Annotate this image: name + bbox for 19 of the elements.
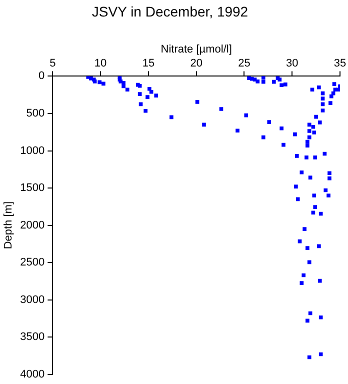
y-tick-label: 2000 — [20, 219, 45, 232]
y-tick-label: 0 — [38, 70, 45, 82]
x-tick-label: 10 — [94, 58, 107, 70]
x-tick-label: 15 — [142, 58, 155, 70]
y-tick-label: 2500 — [20, 256, 45, 269]
y-tick-label: 3000 — [20, 294, 45, 306]
x-tick-label: 35 — [334, 58, 346, 70]
x-tick-label: 20 — [190, 58, 202, 70]
x-axis-title: Nitrate [µmol/l] — [160, 43, 232, 56]
y-tick-label: 4000 — [20, 368, 45, 380]
y-axis-title: Depth [m] — [2, 201, 15, 250]
y-tick-label: 3500 — [20, 331, 45, 344]
x-tick-label: 25 — [238, 58, 250, 70]
x-tick-label: 30 — [286, 58, 298, 70]
y-tick-label: 1500 — [20, 182, 45, 194]
x-tick-label: 5 — [50, 58, 56, 70]
y-tick-label: 500 — [26, 108, 45, 120]
chart-title: JSVY in December, 1992 — [92, 3, 248, 20]
y-tick-label: 1000 — [20, 144, 45, 157]
